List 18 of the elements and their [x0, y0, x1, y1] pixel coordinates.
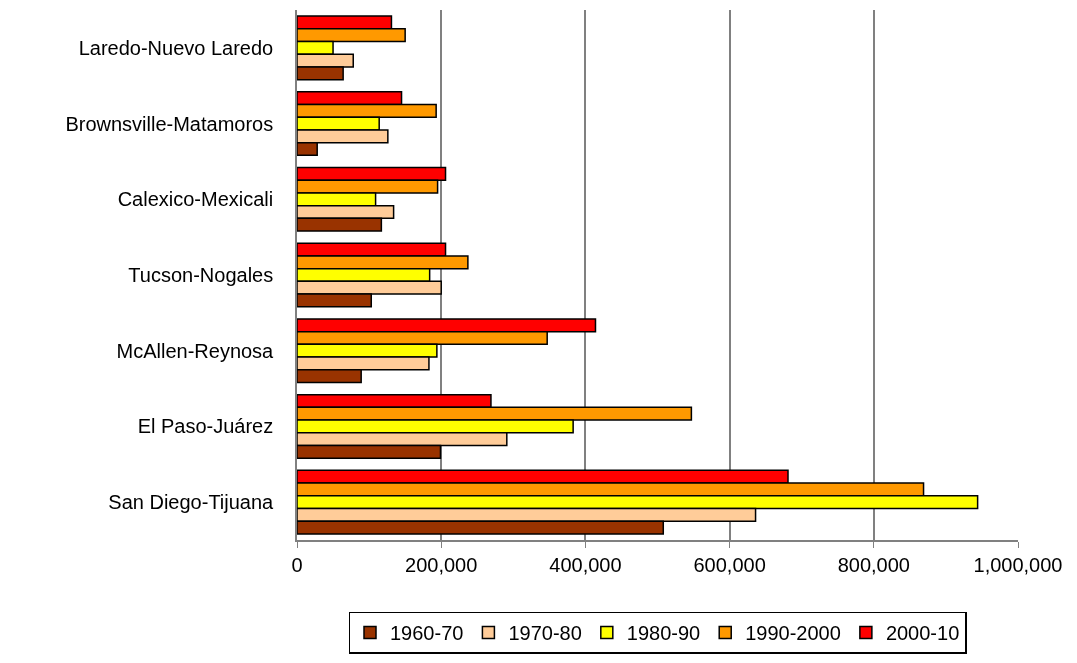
legend-label: 1990-2000	[745, 622, 841, 645]
x-tick-label: 800,000	[837, 553, 910, 576]
x-tick-label: 1,000,000	[973, 553, 1063, 576]
x-tick-label: 400,000	[549, 553, 622, 576]
y-tick-label: El Paso-Juárez	[137, 415, 274, 438]
y-tick-label: Brownsville-Matamoros	[65, 112, 274, 135]
x-tick-label: 0	[291, 553, 303, 576]
legend-label: 1970-80	[508, 622, 582, 645]
legend-label: 2000-10	[885, 622, 960, 645]
y-tick-label: McAllen-Reynosa	[116, 339, 275, 362]
y-tick-label: San Diego-Tijuana	[108, 491, 275, 514]
y-tick-label: Calexico-Mexicali	[117, 188, 274, 211]
x-tick-label: 600,000	[693, 553, 766, 576]
legend-label: 1980-90	[626, 622, 701, 645]
x-tick-label: 200,000	[405, 553, 478, 576]
y-tick-label: Tucson-Nogales	[128, 264, 274, 286]
legend-label: 1960-70	[390, 622, 464, 645]
y-tick-label: Laredo-Nuevo Laredo	[78, 36, 274, 59]
